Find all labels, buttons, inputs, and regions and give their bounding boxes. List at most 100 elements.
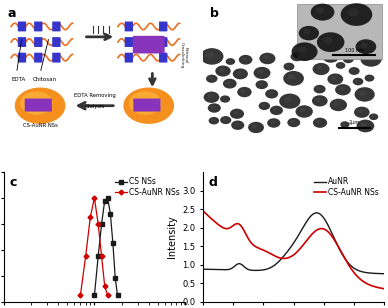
FancyBboxPatch shape bbox=[52, 37, 61, 47]
Text: b: b bbox=[210, 7, 219, 20]
Text: Ethanol: Ethanol bbox=[184, 47, 188, 63]
Circle shape bbox=[209, 117, 219, 124]
Text: c: c bbox=[9, 176, 17, 189]
Circle shape bbox=[322, 51, 339, 63]
FancyBboxPatch shape bbox=[297, 4, 382, 59]
Circle shape bbox=[259, 102, 270, 110]
Circle shape bbox=[291, 52, 303, 61]
Circle shape bbox=[367, 76, 370, 79]
Circle shape bbox=[360, 43, 367, 48]
FancyBboxPatch shape bbox=[52, 22, 61, 31]
CS NSs bbox=[92, 294, 97, 297]
AuNR bbox=[350, 265, 354, 268]
FancyBboxPatch shape bbox=[34, 53, 42, 63]
Circle shape bbox=[357, 109, 363, 113]
Circle shape bbox=[290, 120, 295, 123]
Circle shape bbox=[326, 53, 332, 58]
Circle shape bbox=[311, 4, 334, 21]
Circle shape bbox=[267, 118, 281, 128]
CS-AuNR NSs bbox=[83, 254, 88, 258]
AuNR bbox=[288, 246, 293, 250]
Text: d: d bbox=[208, 176, 217, 189]
Text: 100 nm: 100 nm bbox=[345, 48, 364, 53]
Circle shape bbox=[339, 87, 344, 91]
Circle shape bbox=[129, 91, 161, 115]
Circle shape bbox=[258, 82, 263, 85]
Legend: AuNR, CS-AuNR NSs: AuNR, CS-AuNR NSs bbox=[313, 176, 380, 198]
CS NSs bbox=[96, 254, 100, 258]
Circle shape bbox=[252, 124, 257, 128]
Circle shape bbox=[336, 62, 345, 69]
AuNR bbox=[382, 272, 386, 276]
Y-axis label: Intensity: Intensity bbox=[166, 216, 177, 258]
AuNR bbox=[299, 229, 303, 233]
Circle shape bbox=[228, 60, 231, 62]
Circle shape bbox=[316, 7, 324, 14]
Circle shape bbox=[354, 107, 370, 118]
Circle shape bbox=[287, 118, 300, 127]
Text: CS-AuNR NSs: CS-AuNR NSs bbox=[23, 123, 57, 128]
CS-AuNR NSs bbox=[201, 209, 205, 213]
Circle shape bbox=[313, 63, 329, 75]
FancyBboxPatch shape bbox=[34, 37, 42, 47]
Circle shape bbox=[206, 52, 214, 58]
FancyBboxPatch shape bbox=[18, 53, 26, 63]
Circle shape bbox=[317, 32, 345, 52]
FancyBboxPatch shape bbox=[159, 37, 167, 47]
Circle shape bbox=[222, 97, 226, 99]
Circle shape bbox=[291, 43, 317, 61]
Circle shape bbox=[286, 64, 290, 67]
Circle shape bbox=[215, 66, 231, 77]
Circle shape bbox=[355, 39, 376, 54]
Circle shape bbox=[349, 67, 360, 75]
FancyBboxPatch shape bbox=[18, 22, 26, 31]
FancyBboxPatch shape bbox=[159, 22, 167, 31]
AuNR bbox=[201, 267, 205, 271]
Line: CS NSs: CS NSs bbox=[93, 196, 119, 297]
Circle shape bbox=[359, 91, 366, 95]
Text: Dialysis: Dialysis bbox=[84, 104, 105, 109]
Circle shape bbox=[334, 102, 340, 106]
Circle shape bbox=[211, 105, 215, 109]
Circle shape bbox=[316, 66, 322, 70]
Circle shape bbox=[357, 120, 374, 132]
Circle shape bbox=[270, 120, 275, 124]
Circle shape bbox=[312, 95, 327, 107]
CS-AuNR NSs bbox=[92, 196, 97, 200]
Circle shape bbox=[296, 105, 313, 118]
CS NSs bbox=[111, 241, 115, 245]
Circle shape bbox=[241, 89, 246, 93]
AuNR bbox=[287, 248, 291, 251]
CS NSs bbox=[115, 294, 120, 297]
Text: EDTA Removing: EDTA Removing bbox=[74, 93, 115, 98]
Circle shape bbox=[211, 119, 215, 121]
CS-AuNR NSs bbox=[102, 284, 107, 288]
Circle shape bbox=[208, 103, 221, 113]
Circle shape bbox=[355, 79, 359, 82]
Legend: CS NSs, CS-AuNR NSs: CS NSs, CS-AuNR NSs bbox=[114, 176, 181, 198]
Circle shape bbox=[288, 74, 295, 79]
FancyBboxPatch shape bbox=[52, 53, 61, 63]
FancyBboxPatch shape bbox=[125, 22, 133, 31]
Circle shape bbox=[348, 8, 359, 16]
AuNR bbox=[308, 214, 313, 218]
Circle shape bbox=[261, 104, 265, 107]
Circle shape bbox=[355, 87, 375, 102]
Circle shape bbox=[353, 78, 363, 85]
Text: EDTA: EDTA bbox=[11, 77, 25, 82]
CS-AuNR NSs bbox=[99, 254, 104, 258]
Circle shape bbox=[327, 73, 343, 85]
Circle shape bbox=[200, 48, 223, 65]
Text: a: a bbox=[7, 7, 16, 20]
Circle shape bbox=[345, 57, 349, 60]
Circle shape bbox=[206, 75, 218, 83]
Circle shape bbox=[323, 37, 333, 44]
Line: AuNR: AuNR bbox=[203, 213, 384, 274]
Circle shape bbox=[209, 76, 213, 79]
Circle shape bbox=[284, 63, 294, 71]
Circle shape bbox=[330, 99, 347, 111]
Text: Chitosan: Chitosan bbox=[33, 77, 57, 82]
Circle shape bbox=[220, 95, 230, 103]
Circle shape bbox=[273, 108, 277, 111]
Circle shape bbox=[331, 76, 336, 80]
